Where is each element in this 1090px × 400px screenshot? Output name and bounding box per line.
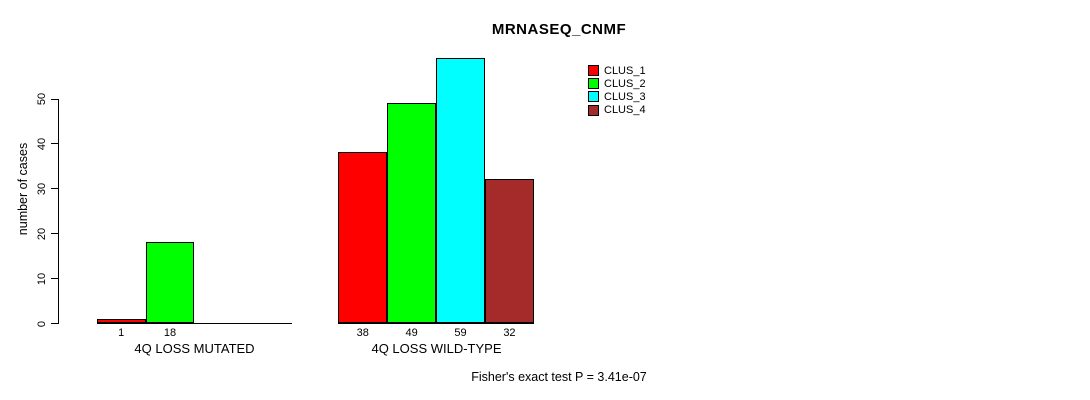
- bar-clus_1: [96, 319, 146, 323]
- legend-label: CLUS_1: [604, 64, 646, 77]
- bar-value-label: 59: [454, 326, 467, 339]
- y-axis-tick: [51, 323, 58, 324]
- chart-title: MRNASEQ_CNMF: [491, 21, 627, 38]
- bar-value-label: 38: [356, 326, 369, 339]
- y-axis-tick-label: 10: [36, 272, 48, 285]
- y-axis-tick: [51, 233, 58, 235]
- legend-item-clus_2: CLUS_2: [588, 77, 646, 90]
- y-axis-tick: [51, 98, 58, 100]
- y-axis-title: number of cases: [16, 142, 30, 236]
- bar-value-label: 18: [163, 326, 177, 339]
- legend-item-clus_3: CLUS_3: [588, 90, 646, 103]
- legend-swatch-clus_3: [588, 91, 599, 103]
- bar-clus_2: [145, 242, 195, 323]
- legend-item-clus_1: CLUS_1: [588, 64, 646, 77]
- group-baseline: [338, 322, 534, 324]
- y-axis-tick-label: 30: [36, 182, 48, 195]
- y-axis-tick: [51, 278, 58, 280]
- bar-value-label: 32: [503, 326, 516, 339]
- legend-swatch-clus_4: [588, 104, 599, 116]
- x-category-label-mutated: 4Q LOSS MUTATED: [134, 341, 255, 356]
- y-axis-tick-label: 40: [36, 137, 48, 151]
- legend: CLUS_1 CLUS_2 CLUS_3 CLUS_4: [588, 64, 646, 117]
- y-axis-tick-label: 20: [36, 227, 48, 240]
- bar-clus_2: [387, 103, 437, 323]
- y-axis-tick: [51, 143, 58, 145]
- y-axis-tick-label: 50: [36, 92, 48, 106]
- y-axis-tick: [51, 188, 58, 190]
- bar-value-label: 1: [118, 326, 125, 339]
- bar-value-label: 49: [405, 326, 418, 339]
- legend-item-clus_4: CLUS_4: [588, 104, 646, 117]
- x-category-label-wild-type: 4Q LOSS WILD-TYPE: [371, 341, 502, 356]
- bar-clus_1: [338, 152, 388, 323]
- legend-label: CLUS_2: [604, 77, 646, 90]
- bar-clus_4: [485, 179, 534, 323]
- legend-label: CLUS_3: [604, 90, 646, 103]
- fisher-test-note: Fisher's exact test P = 3.41e-07: [471, 370, 647, 384]
- legend-swatch-clus_2: [588, 78, 599, 90]
- legend-label: CLUS_4: [604, 104, 646, 117]
- bar-clus_3: [436, 58, 485, 323]
- y-axis-line: [58, 98, 59, 324]
- y-axis-tick-label: 0: [36, 320, 48, 327]
- group-baseline: [96, 322, 293, 324]
- legend-swatch-clus_1: [588, 65, 599, 77]
